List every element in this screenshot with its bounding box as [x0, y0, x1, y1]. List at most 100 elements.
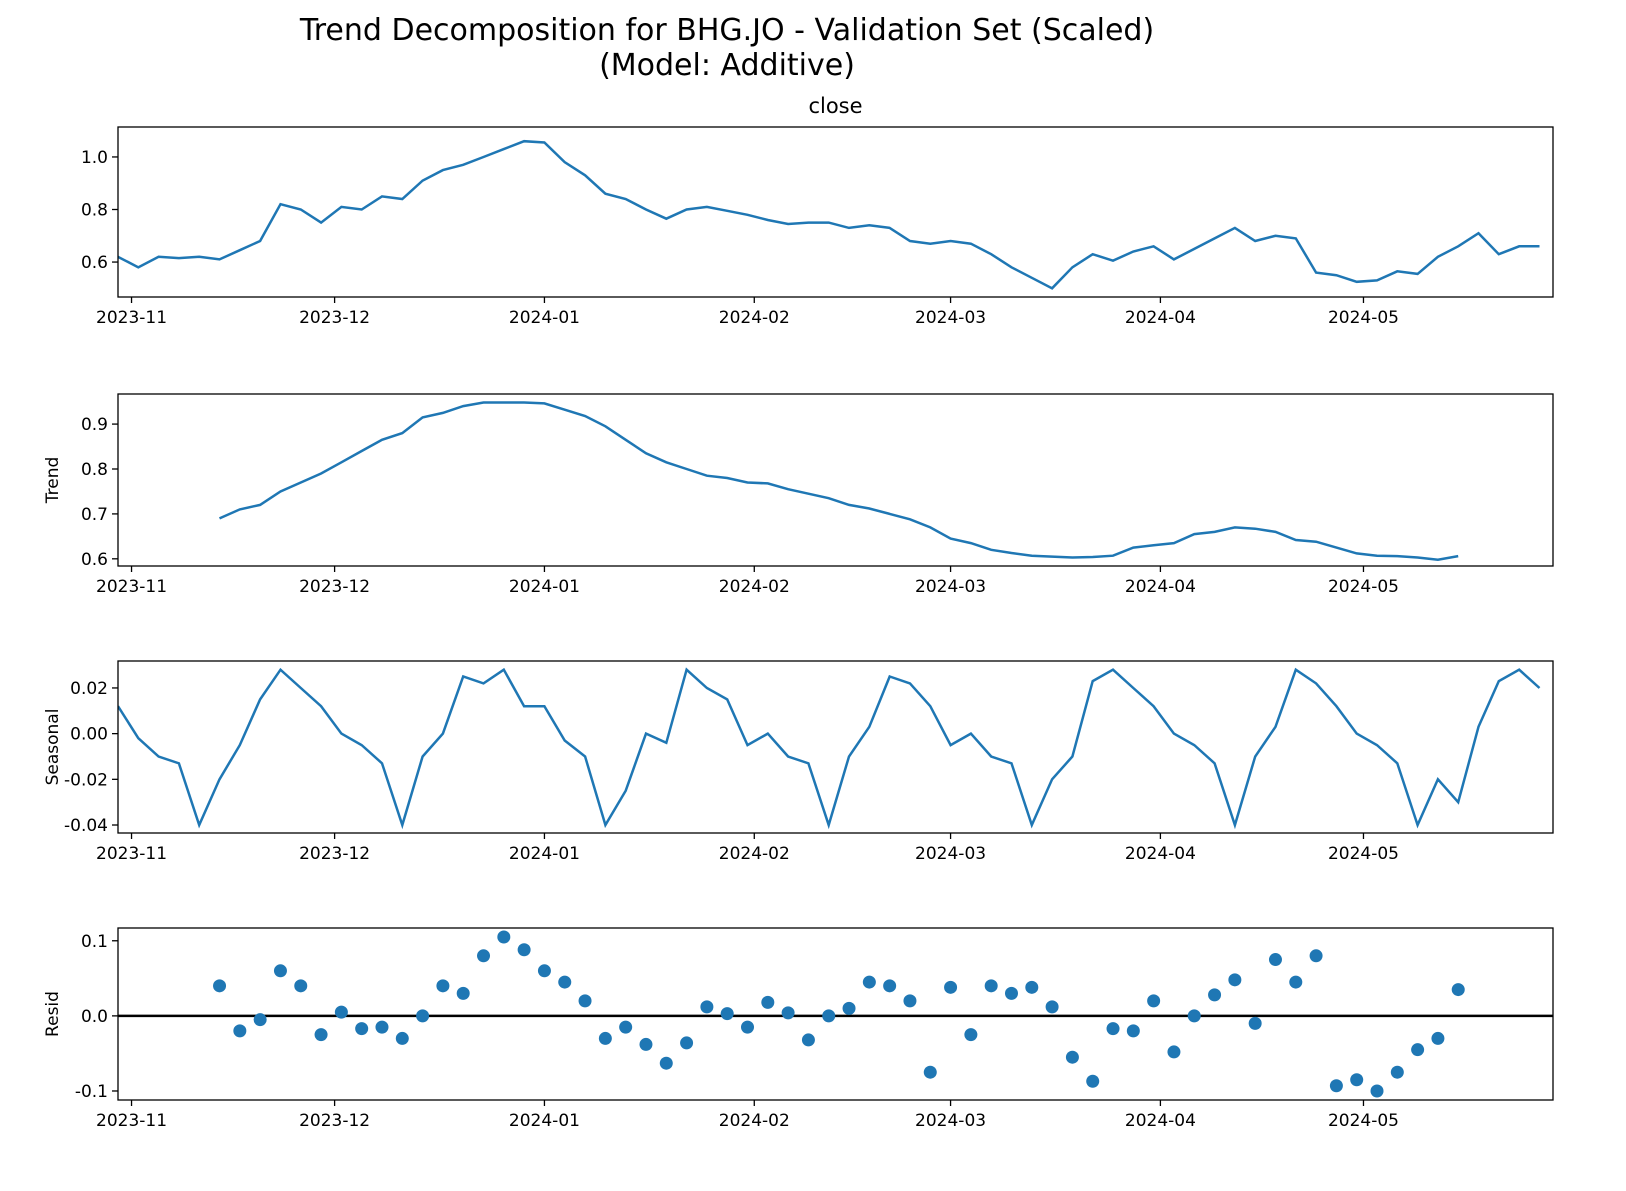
- point: [1431, 1031, 1445, 1045]
- point: [822, 1009, 836, 1023]
- point: [213, 979, 227, 993]
- point: [1045, 1000, 1059, 1014]
- x-tick-label: 2024-05: [1328, 577, 1399, 597]
- point: [883, 979, 897, 993]
- point: [639, 1037, 653, 1051]
- point: [1329, 1079, 1343, 1093]
- point: [416, 1009, 430, 1023]
- x-tick-label: 2024-02: [719, 844, 790, 864]
- y-tick-label: -0.1: [75, 1082, 108, 1102]
- subplot-title: close: [808, 94, 862, 118]
- axes-frame: [117, 126, 1554, 298]
- x-tick-label: 2024-04: [1125, 308, 1196, 328]
- y-axis-label: Resid: [43, 991, 63, 1037]
- point: [1025, 980, 1039, 994]
- point: [1167, 1045, 1181, 1059]
- x-tick-label: 2023-11: [96, 1111, 167, 1131]
- x-tick-label: 2024-04: [1125, 577, 1196, 597]
- y-tick-label: 0.02: [70, 679, 108, 699]
- y-tick-label: 0.6: [81, 550, 108, 570]
- point: [456, 986, 470, 1000]
- point: [477, 949, 491, 963]
- subplot: close 0.6 0.8 1.0 2023-11 2023-12 2024-01 2024-…: [81, 94, 1554, 328]
- subplot: Trend 0.6 0.7 0.8 0.9 2023-11 2023-12 2024-01 20…: [43, 393, 1554, 597]
- point: [314, 1028, 328, 1042]
- y-axis-label: Trend: [43, 457, 63, 505]
- point: [1451, 983, 1465, 997]
- point: [1086, 1074, 1100, 1088]
- y-axis-label: Seasonal: [43, 709, 63, 786]
- x-tick-label: 2024-03: [915, 577, 986, 597]
- y-tick-label: 0.9: [81, 415, 108, 435]
- point: [944, 980, 958, 994]
- x-tick-label: 2024-03: [915, 1111, 986, 1131]
- point: [1370, 1084, 1384, 1098]
- point: [903, 994, 917, 1008]
- point: [517, 943, 531, 957]
- x-tick-label: 2024-04: [1125, 844, 1196, 864]
- y-tick-label: 0.8: [81, 201, 108, 221]
- point: [598, 1031, 612, 1045]
- point: [1106, 1022, 1120, 1036]
- point: [680, 1036, 694, 1050]
- x-tick-label: 2024-02: [719, 308, 790, 328]
- point: [558, 975, 572, 989]
- point: [720, 1007, 734, 1021]
- point: [1228, 973, 1242, 987]
- point: [1187, 1009, 1201, 1023]
- x-tick-label: 2024-02: [719, 577, 790, 597]
- x-tick-label: 2023-12: [299, 308, 370, 328]
- axes-frame: [117, 927, 1554, 1101]
- x-tick-label: 2023-11: [96, 308, 167, 328]
- point: [964, 1028, 978, 1042]
- y-tick-label: -0.04: [64, 816, 108, 836]
- point: [1208, 988, 1222, 1002]
- figure-subtitle: (Model: Additive): [599, 48, 855, 83]
- point: [1390, 1065, 1404, 1079]
- x-tick-label: 2023-12: [299, 577, 370, 597]
- point: [842, 1001, 856, 1015]
- x-tick-label: 2023-11: [96, 844, 167, 864]
- point: [741, 1020, 755, 1034]
- point: [537, 964, 551, 978]
- subplot: Resid -0.1 0.0 0.1 2023-11 2023-12 2024-01 2024…: [43, 927, 1554, 1131]
- y-tick-label: 0.0: [81, 1007, 108, 1027]
- point: [659, 1056, 673, 1070]
- x-tick-label: 2024-01: [509, 308, 580, 328]
- point: [375, 1020, 389, 1034]
- x-tick-label: 2024-03: [915, 844, 986, 864]
- point: [436, 979, 450, 993]
- y-tick-label: 1.0: [81, 148, 108, 168]
- x-tick-label: 2024-05: [1328, 308, 1399, 328]
- point: [253, 1013, 267, 1027]
- x-tick-label: 2024-01: [509, 844, 580, 864]
- point: [1309, 949, 1323, 963]
- y-tick-label: 0.7: [81, 505, 108, 525]
- point: [761, 995, 775, 1009]
- point: [233, 1024, 247, 1038]
- point: [1248, 1016, 1262, 1030]
- point: [273, 964, 287, 978]
- series-line: [118, 667, 1541, 830]
- point: [1065, 1050, 1079, 1064]
- point: [334, 1005, 348, 1019]
- point: [781, 1006, 795, 1020]
- axes-frame: [117, 660, 1554, 834]
- x-tick-label: 2024-01: [509, 577, 580, 597]
- point: [862, 975, 876, 989]
- point: [801, 1033, 815, 1047]
- point: [395, 1031, 409, 1045]
- y-tick-label: 0.6: [81, 253, 108, 273]
- x-tick-label: 2024-02: [719, 1111, 790, 1131]
- y-tick-label: 0.8: [81, 460, 108, 480]
- point: [294, 979, 308, 993]
- figure-title: Trend Decomposition for BHG.JO - Validat…: [299, 13, 1154, 48]
- y-tick-label: -0.02: [64, 770, 108, 790]
- point: [700, 1000, 714, 1014]
- x-tick-label: 2024-05: [1328, 1111, 1399, 1131]
- x-tick-label: 2023-12: [299, 844, 370, 864]
- subplot: Seasonal -0.04 -0.02 0.00 0.02 2023-11 2023-12…: [43, 660, 1554, 864]
- point: [355, 1022, 369, 1036]
- point: [1268, 953, 1282, 967]
